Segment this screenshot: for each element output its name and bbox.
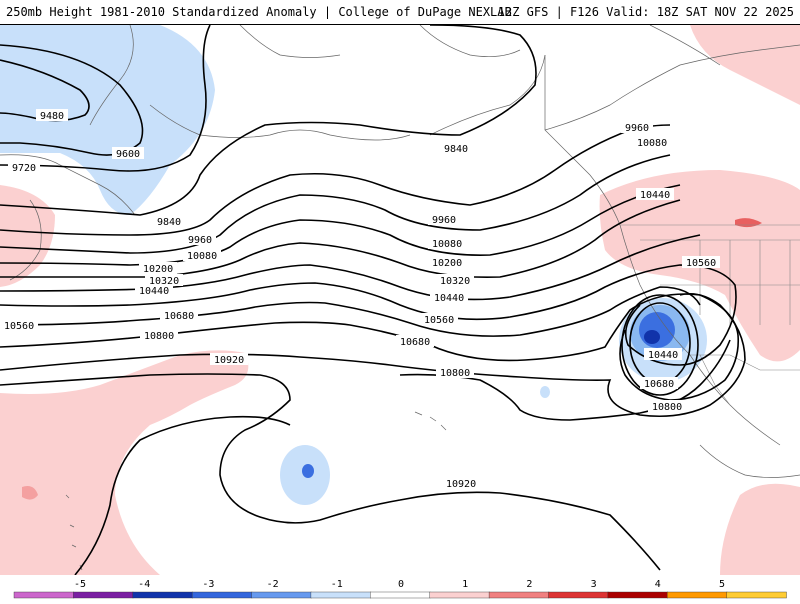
contour-label: 9600 — [116, 149, 140, 160]
contour-label: 10080 — [637, 138, 667, 149]
positive-anomaly-region — [720, 483, 800, 575]
contour-label: 10320 — [440, 276, 470, 287]
contour-label: 10560 — [4, 321, 34, 332]
anomaly-shading — [0, 25, 800, 575]
contour-label: 10080 — [187, 251, 217, 262]
colorbar-tick-label: 4 — [655, 579, 661, 590]
contour-label: 9720 — [12, 163, 36, 174]
negative-anomaly-region — [639, 312, 675, 348]
colorbar-swatch — [548, 591, 609, 599]
contour-label: 10320 — [149, 276, 179, 287]
positive-anomaly-region — [0, 185, 55, 287]
coastlines — [0, 25, 800, 571]
contour-label: 10680 — [164, 311, 194, 322]
colorbar-tick-label: 2 — [526, 579, 532, 590]
colorbar-tick-label: -2 — [267, 579, 279, 590]
colorbar-tick-label: -5 — [74, 579, 86, 590]
contour-label: 9480 — [40, 111, 64, 122]
colorbar-tick-label: -3 — [202, 579, 214, 590]
colorbar-swatch — [370, 591, 431, 599]
negative-anomaly-region — [540, 386, 550, 398]
colorbar-swatch — [488, 591, 550, 599]
contour-label: 9840 — [444, 144, 468, 155]
contour-label: 10440 — [434, 293, 464, 304]
map-header: 250mb Height 1981-2010 Standardized Anom… — [0, 0, 800, 25]
contour-label: 10200 — [143, 264, 173, 275]
colorbar-swatch — [607, 591, 668, 599]
height-contours — [0, 25, 746, 575]
contour-label: 10440 — [139, 286, 169, 297]
negative-anomaly-region — [302, 464, 314, 478]
positive-anomaly-region — [0, 350, 249, 575]
contour-labels: 9480 9600 9720 9840 9840 9960 9960 9960 … — [0, 109, 720, 490]
contour-label: 10440 — [648, 350, 678, 361]
colorbar-swatch — [429, 591, 490, 599]
negative-anomaly-region — [0, 25, 215, 215]
colorbar-swatch — [132, 591, 193, 599]
contour-label: 10680 — [400, 337, 430, 348]
colorbar-tick-label: 3 — [591, 579, 597, 590]
positive-anomaly-region — [690, 25, 800, 105]
map-title: 250mb Height 1981-2010 Standardized Anom… — [6, 5, 512, 19]
colorbar-swatch — [191, 591, 253, 599]
political-borders — [620, 224, 800, 406]
colorbar-swatch — [251, 591, 312, 599]
colorbar-swatch — [73, 591, 134, 599]
contour-label: 10680 — [644, 379, 674, 390]
colorbar-tick-label: 5 — [719, 579, 725, 590]
contour-label: 9960 — [625, 123, 649, 134]
contour-label: 9840 — [157, 217, 181, 228]
contour-label: 10440 — [640, 190, 670, 201]
colorbar-tick-label: -1 — [331, 579, 343, 590]
map-canvas: 9480 9600 9720 9840 9840 9960 9960 9960 … — [0, 25, 800, 575]
colorbar-tick-label: -4 — [138, 579, 150, 590]
contour-label: 10800 — [144, 331, 174, 342]
positive-anomaly-region — [22, 486, 38, 500]
model-run-info: 12Z GFS | F126 Valid: 18Z SAT NOV 22 202… — [497, 5, 794, 19]
contour-label: 10560 — [686, 258, 716, 269]
contour-label: 10920 — [446, 479, 476, 490]
contour-label: 10560 — [424, 315, 454, 326]
colorbar-swatch — [726, 591, 787, 599]
contour-label: 10200 — [432, 258, 462, 269]
contour-label: 10800 — [652, 402, 682, 413]
colorbar-tick-label: 0 — [398, 579, 404, 590]
colorbar-tick-label: 1 — [462, 579, 468, 590]
colorbar-swatch — [667, 591, 728, 599]
contour-label: 9960 — [188, 235, 212, 246]
contour-label: 10080 — [432, 239, 462, 250]
colorbar-swatch — [13, 591, 75, 599]
colorbar-graphic: -5 -4 -3 -2 -1 0 1 2 3 4 5 — [13, 579, 787, 599]
contour-label: 9960 — [432, 215, 456, 226]
contour-label: 10920 — [214, 355, 244, 366]
contour-label: 10800 — [440, 368, 470, 379]
negative-anomaly-region — [644, 330, 660, 344]
colorbar-swatch — [310, 591, 372, 599]
anomaly-colorbar: -5 -4 -3 -2 -1 0 1 2 3 4 5 — [0, 575, 800, 600]
